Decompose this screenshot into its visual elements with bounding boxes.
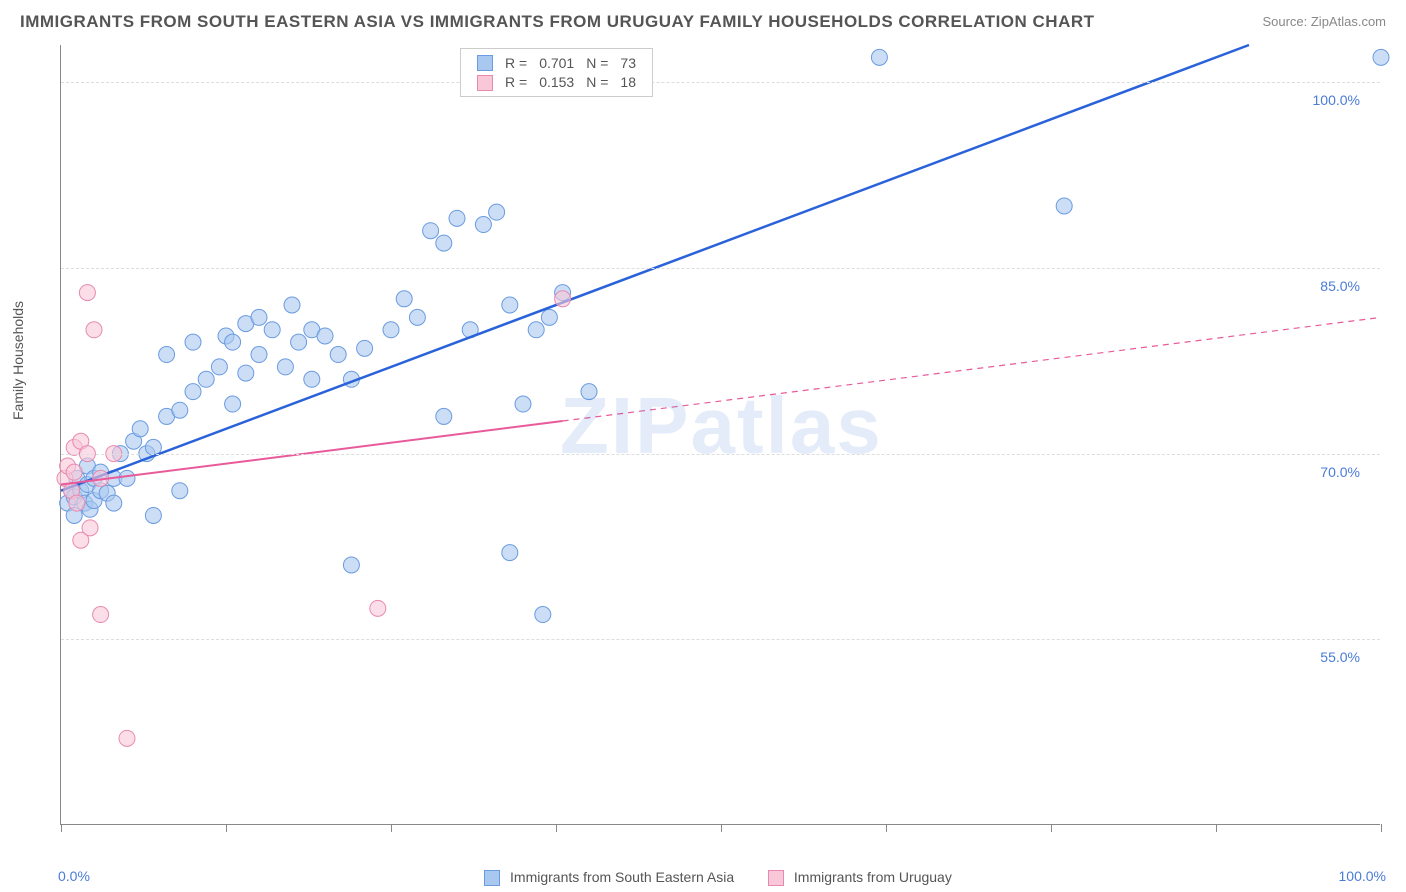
data-point	[304, 371, 320, 387]
data-point	[528, 322, 544, 338]
data-point	[159, 347, 175, 363]
x-tick	[226, 824, 227, 832]
data-point	[502, 297, 518, 313]
data-point	[535, 607, 551, 623]
data-point	[79, 285, 95, 301]
data-point	[172, 402, 188, 418]
data-point	[383, 322, 399, 338]
data-point	[251, 347, 267, 363]
data-point	[581, 384, 597, 400]
data-point	[1056, 198, 1072, 214]
legend-label-series-1: Immigrants from South Eastern Asia	[510, 869, 734, 885]
x-tick-label: 100.0%	[1339, 868, 1386, 884]
x-tick-label: 0.0%	[58, 868, 90, 884]
legend-swatch-bottom-2	[768, 870, 784, 886]
data-point	[330, 347, 346, 363]
legend-row-series-2: R = 0.153 N = 18	[471, 72, 642, 91]
data-point	[409, 309, 425, 325]
y-tick-label: 70.0%	[1320, 464, 1360, 480]
data-point	[264, 322, 280, 338]
x-tick	[1051, 824, 1052, 832]
data-point	[211, 359, 227, 375]
n-value-series-1[interactable]: 73	[614, 53, 642, 72]
data-point	[502, 545, 518, 561]
legend-label-series-2: Immigrants from Uruguay	[794, 869, 952, 885]
r-value-series-2[interactable]: 0.153	[533, 72, 580, 91]
data-point	[284, 297, 300, 313]
r-label: R =	[499, 53, 533, 72]
data-point	[198, 371, 214, 387]
data-point	[449, 210, 465, 226]
scatter-svg	[61, 45, 1380, 824]
legend-swatch-bottom-1	[484, 870, 500, 886]
n-value-series-2[interactable]: 18	[614, 72, 642, 91]
data-point	[357, 340, 373, 356]
data-point	[82, 520, 98, 536]
data-point	[541, 309, 557, 325]
data-point	[132, 421, 148, 437]
data-point	[291, 334, 307, 350]
data-point	[225, 396, 241, 412]
x-tick	[1381, 824, 1382, 832]
legend-bottom: Immigrants from South Eastern Asia Immig…	[0, 869, 1406, 886]
n-label: N =	[580, 53, 614, 72]
y-axis-label: Family Households	[10, 301, 26, 420]
x-tick	[1216, 824, 1217, 832]
data-point	[93, 607, 109, 623]
x-tick	[721, 824, 722, 832]
data-point	[436, 235, 452, 251]
r-label: R =	[499, 72, 533, 91]
gridline	[61, 82, 1380, 83]
chart-title: IMMIGRANTS FROM SOUTH EASTERN ASIA VS IM…	[20, 12, 1095, 32]
x-tick	[61, 824, 62, 832]
data-point	[475, 217, 491, 233]
data-point	[145, 507, 161, 523]
data-point	[277, 359, 293, 375]
legend-swatch-series-1	[477, 55, 493, 71]
data-point	[119, 470, 135, 486]
data-point	[119, 730, 135, 746]
y-tick-label: 55.0%	[1320, 649, 1360, 665]
source-attribution: Source: ZipAtlas.com	[1262, 14, 1386, 29]
data-point	[1373, 49, 1389, 65]
gridline	[61, 454, 1380, 455]
data-point	[69, 495, 85, 511]
data-point	[317, 328, 333, 344]
data-point	[396, 291, 412, 307]
data-point	[436, 408, 452, 424]
data-point	[225, 334, 241, 350]
y-tick-label: 100.0%	[1313, 92, 1360, 108]
data-point	[66, 464, 82, 480]
data-point	[238, 365, 254, 381]
trend-line-dashed	[563, 317, 1381, 421]
legend-row-series-1: R = 0.701 N = 73	[471, 53, 642, 72]
data-point	[251, 309, 267, 325]
data-point	[106, 495, 122, 511]
data-point	[370, 600, 386, 616]
data-point	[343, 557, 359, 573]
r-value-series-1[interactable]: 0.701	[533, 53, 580, 72]
data-point	[515, 396, 531, 412]
legend-swatch-series-2	[477, 75, 493, 91]
gridline	[61, 268, 1380, 269]
x-tick	[886, 824, 887, 832]
x-tick	[391, 824, 392, 832]
n-label: N =	[580, 72, 614, 91]
y-tick-label: 85.0%	[1320, 278, 1360, 294]
plot-area: 55.0% 70.0% 85.0% 100.0%	[60, 45, 1380, 825]
data-point	[555, 291, 571, 307]
data-point	[86, 322, 102, 338]
x-tick	[556, 824, 557, 832]
data-point	[185, 384, 201, 400]
data-point	[172, 483, 188, 499]
data-point	[871, 49, 887, 65]
gridline	[61, 639, 1380, 640]
data-point	[489, 204, 505, 220]
data-point	[185, 334, 201, 350]
legend-correlation: R = 0.701 N = 73 R = 0.153 N = 18	[460, 48, 653, 97]
data-point	[423, 223, 439, 239]
